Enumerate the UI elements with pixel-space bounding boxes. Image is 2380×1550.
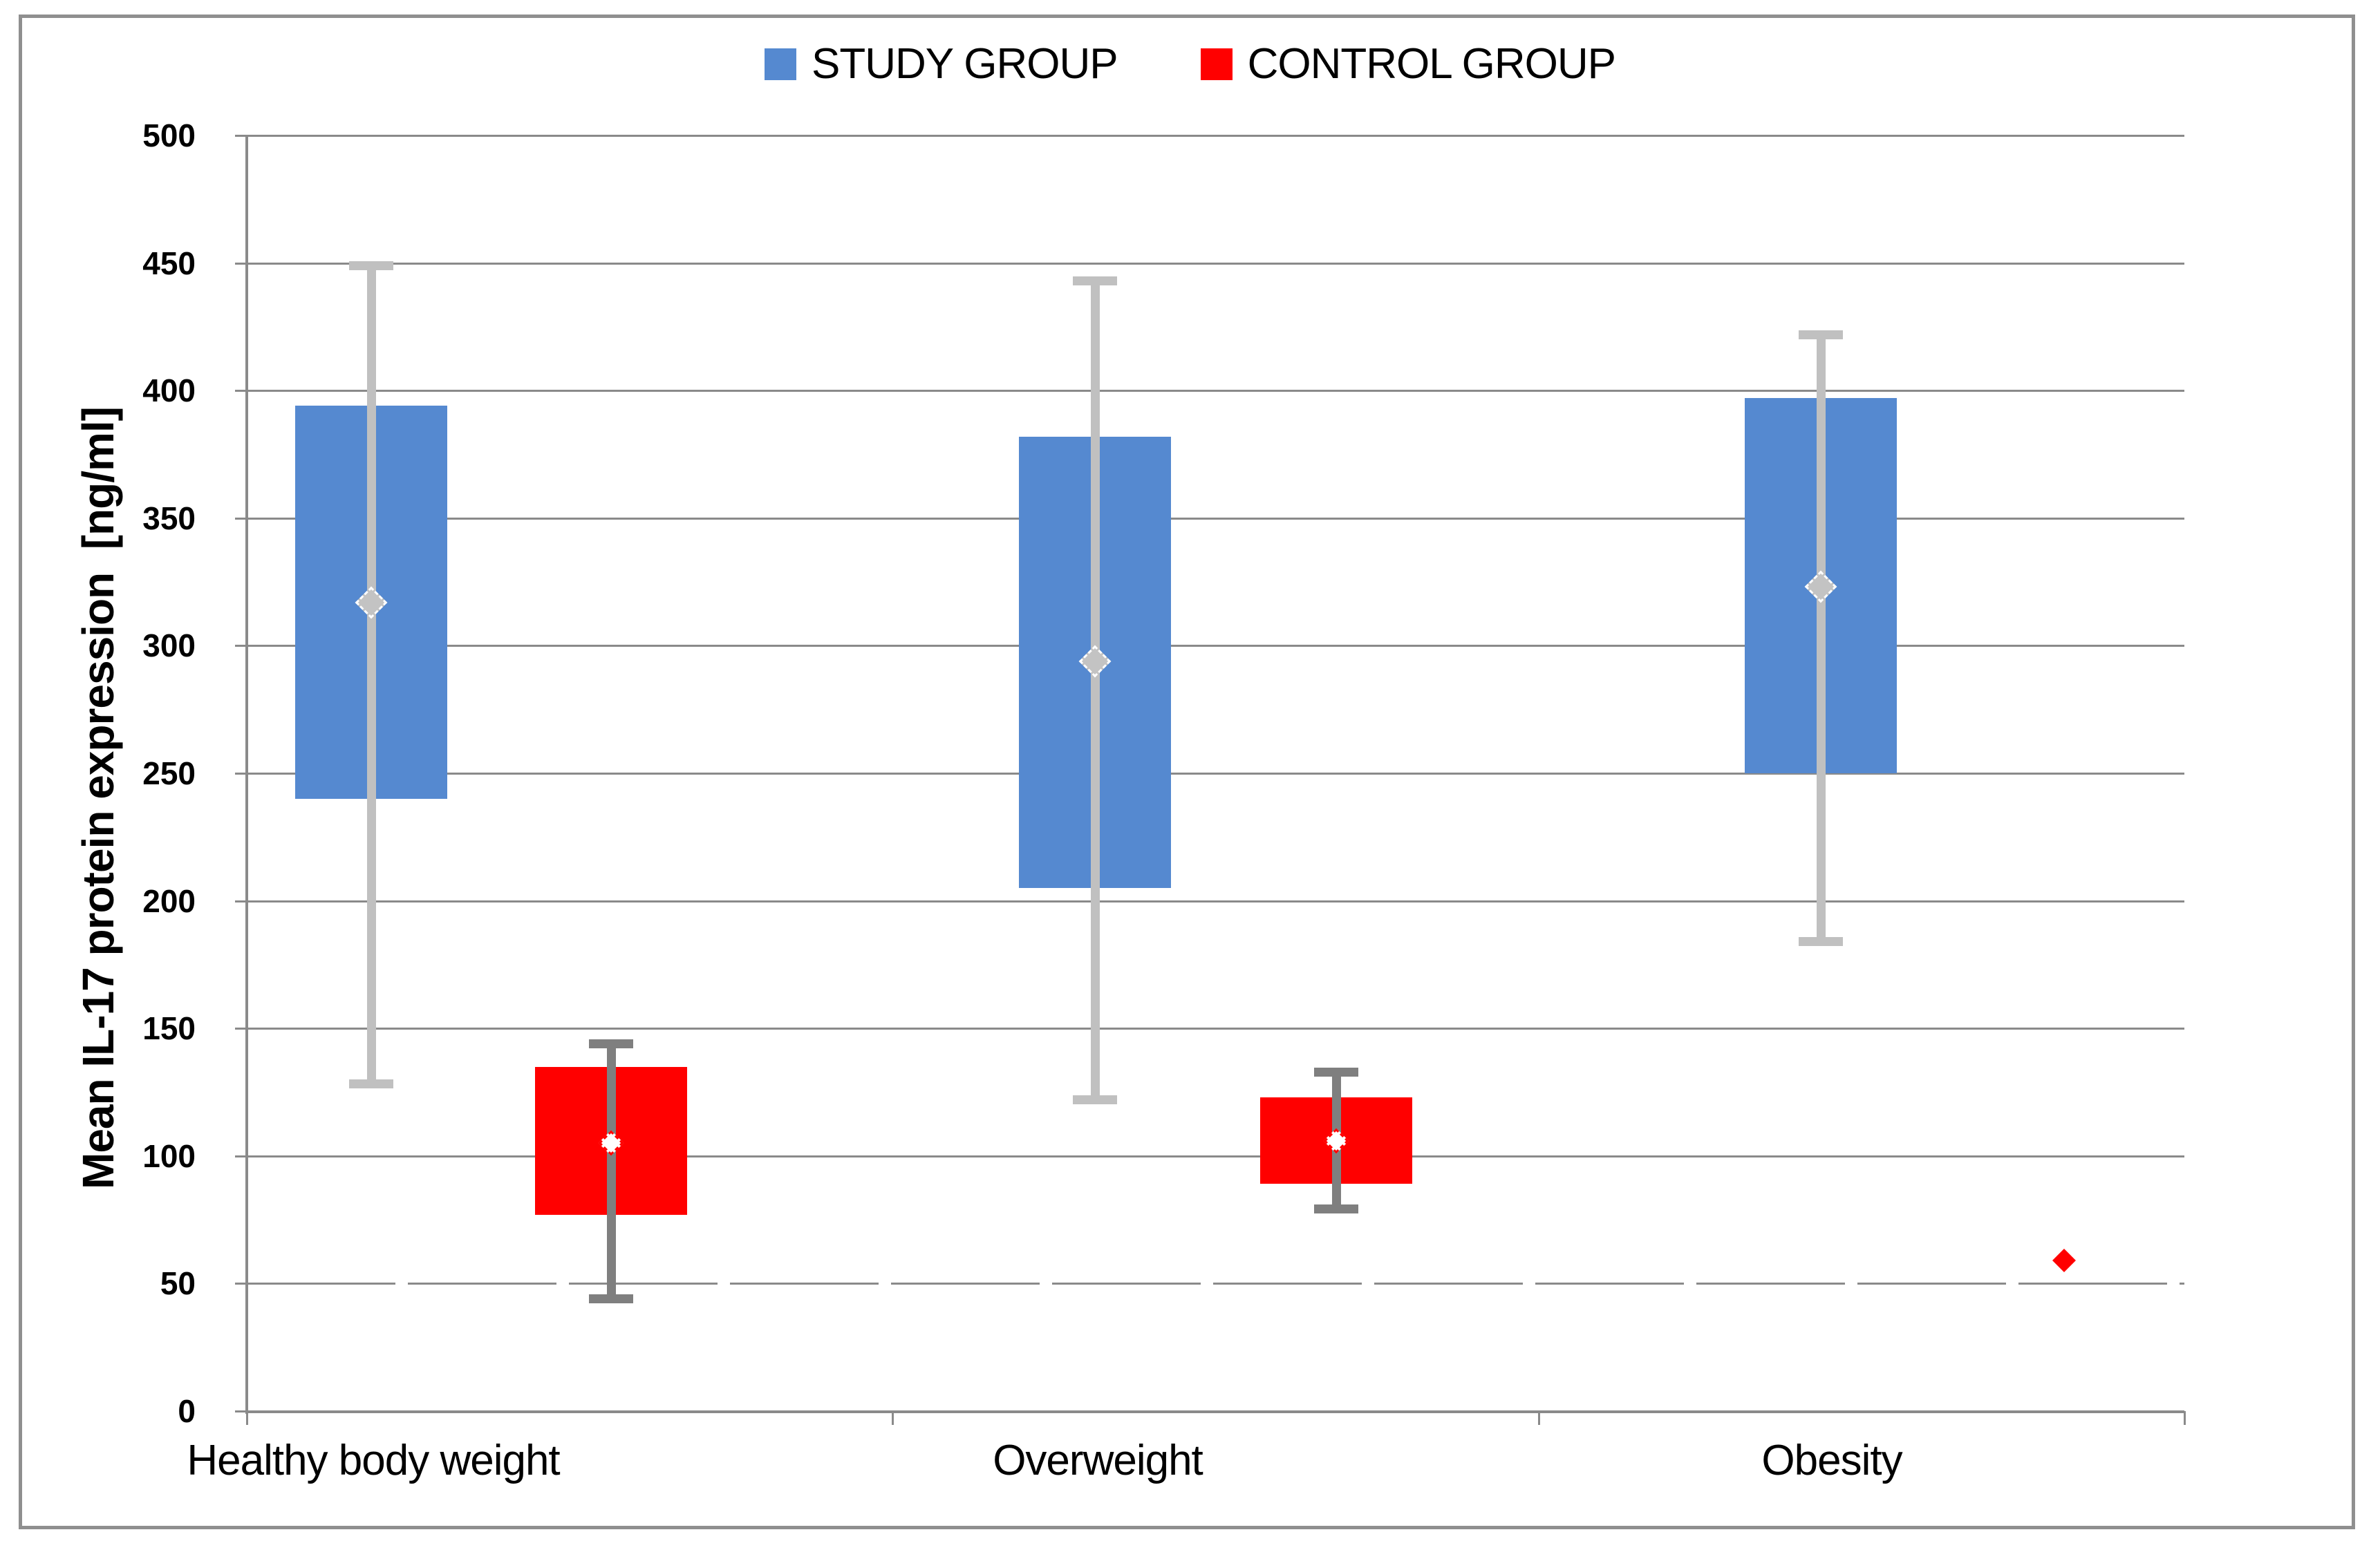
legend-item-control-group: CONTROL GROUP <box>1200 40 1616 88</box>
x-axis-tick-3 <box>2184 1411 2186 1425</box>
y-axis-tick-500 <box>235 135 247 137</box>
legend-item-study-group: STUDY GROUP <box>765 43 1118 86</box>
gridline-300 <box>247 645 2184 648</box>
y-tick-label-150: 150 <box>142 1010 196 1047</box>
x-axis-line <box>247 1410 2184 1413</box>
study-group-overweight-whisker-line <box>1091 281 1100 1100</box>
chart-legend: STUDY GROUP CONTROL GROUP <box>0 43 2380 86</box>
study-group-overweight-whisker-cap-bottom <box>1073 1095 1117 1104</box>
study-group-swatch-icon <box>765 48 796 80</box>
y-tick-label-300: 300 <box>142 627 196 664</box>
study-group-healthy-body-weight-whisker-line <box>367 265 376 1085</box>
control-group-healthy-body-weight-whisker-cap-top <box>589 1039 633 1049</box>
y-axis-tick-250 <box>235 773 247 775</box>
legend-label-control-group: CONTROL GROUP <box>1247 40 1616 88</box>
y-axis-tick-200 <box>235 900 247 902</box>
x-category-label-healthy-body-weight: Healthy body weight <box>187 1437 560 1484</box>
y-axis-tick-350 <box>235 517 247 520</box>
gridline-500 <box>247 135 2184 137</box>
control-group-swatch-icon <box>1200 48 1233 80</box>
gridline-150 <box>247 1028 2184 1030</box>
legend-label-study-group: STUDY GROUP <box>812 40 1118 88</box>
study-group-overweight-whisker-cap-top <box>1073 276 1117 286</box>
x-category-label-obesity: Obesity <box>1761 1437 1902 1484</box>
control-group-healthy-body-weight-whisker-line <box>607 1043 616 1299</box>
y-tick-label-250: 250 <box>142 755 196 791</box>
x-axis-tick-1 <box>892 1411 894 1425</box>
x-category-label-overweight: Overweight <box>993 1437 1203 1484</box>
gridline-400 <box>247 390 2184 393</box>
x-axis-tick-0 <box>246 1411 248 1425</box>
y-axis-tick-150 <box>235 1028 247 1030</box>
control-group-healthy-body-weight-whisker-cap-bottom <box>589 1294 633 1303</box>
study-group-healthy-body-weight-whisker-cap-bottom <box>349 1079 393 1089</box>
y-tick-label-400: 400 <box>142 372 196 409</box>
study-group-healthy-body-weight-whisker-cap-top <box>349 261 393 271</box>
gridline-250 <box>247 773 2184 775</box>
x-axis-tick-2 <box>1537 1411 1540 1425</box>
y-axis-tick-450 <box>235 262 247 265</box>
y-axis-tick-0 <box>235 1410 247 1412</box>
y-tick-label-200: 200 <box>142 882 196 919</box>
y-tick-label-100: 100 <box>142 1137 196 1174</box>
gridline-200 <box>247 900 2184 902</box>
control-group-overweight-whisker-cap-bottom <box>1314 1204 1358 1214</box>
y-tick-label-0: 0 <box>178 1393 196 1429</box>
plot-area <box>247 135 2184 1411</box>
y-axis-line <box>245 135 248 1414</box>
y-tick-label-450: 450 <box>142 245 196 281</box>
y-axis-tick-400 <box>235 390 247 393</box>
gridline-350 <box>247 517 2184 520</box>
gridline-50 <box>247 1283 2184 1285</box>
study-group-obesity-whisker-cap-top <box>1799 330 1843 339</box>
gridline-450 <box>247 262 2184 265</box>
gridline-100 <box>247 1155 2184 1157</box>
control-group-overweight-whisker-cap-top <box>1314 1067 1358 1077</box>
y-axis-tick-300 <box>235 645 247 648</box>
y-axis-tick-100 <box>235 1155 247 1157</box>
y-axis-tick-50 <box>235 1283 247 1285</box>
study-group-obesity-whisker-line <box>1817 334 1826 942</box>
y-tick-label-500: 500 <box>142 117 196 153</box>
study-group-obesity-whisker-cap-bottom <box>1799 936 1843 946</box>
y-tick-label-50: 50 <box>160 1265 196 1302</box>
y-tick-label-350: 350 <box>142 500 196 536</box>
